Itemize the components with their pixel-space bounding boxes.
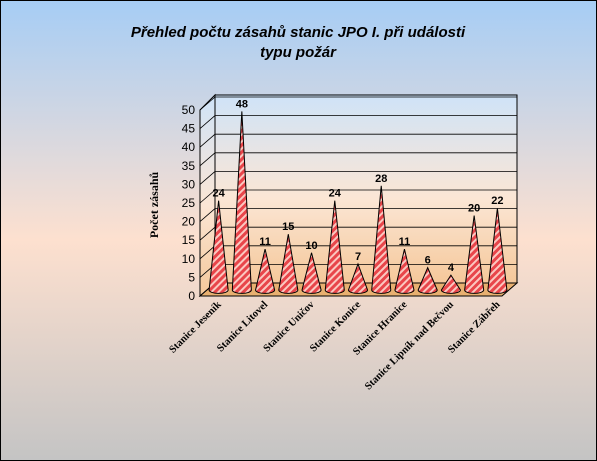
data-label: 15 bbox=[282, 221, 294, 233]
chart-title-line1: Přehled počtu zásahů stanic JPO I. při u… bbox=[131, 24, 466, 41]
data-label: 28 bbox=[375, 173, 387, 185]
data-label: 11 bbox=[399, 236, 411, 248]
data-label: 22 bbox=[491, 195, 503, 207]
y-axis-ticks: 0 5 10 15 20 25 30 35 40 45 50 bbox=[182, 103, 196, 303]
y-tick-label: 50 bbox=[182, 103, 196, 117]
y-tick-label: 5 bbox=[188, 270, 195, 284]
cone-bar bbox=[278, 234, 299, 294]
data-label: 20 bbox=[468, 203, 480, 215]
cone-bar bbox=[487, 208, 508, 294]
y-tick-label: 25 bbox=[182, 196, 196, 210]
data-label: 4 bbox=[448, 262, 455, 274]
y-tick-label: 45 bbox=[182, 122, 196, 136]
gridline-side bbox=[199, 226, 216, 241]
cone-bar bbox=[324, 200, 345, 294]
data-label: 24 bbox=[329, 188, 342, 200]
y-tick-label: 40 bbox=[182, 140, 196, 154]
gridline-side bbox=[199, 115, 216, 129]
gridline-side bbox=[199, 96, 216, 111]
data-labels: 24 48 11 15 10 24 7 28 11 6 4 20 22 bbox=[212, 98, 503, 274]
cone-bar bbox=[371, 185, 392, 294]
y-tick-label: 30 bbox=[182, 177, 196, 191]
chart-title-line2: typu požár bbox=[260, 44, 337, 61]
y-tick-label: 0 bbox=[188, 289, 195, 303]
cone-bar bbox=[255, 248, 276, 294]
data-label: 24 bbox=[212, 188, 225, 200]
y-tick-label: 10 bbox=[182, 252, 196, 266]
data-label: 48 bbox=[236, 98, 248, 110]
cone-bar bbox=[464, 215, 485, 294]
data-label: 7 bbox=[355, 251, 361, 263]
cone-bar bbox=[208, 200, 229, 294]
cone-bar bbox=[394, 248, 415, 294]
cone-series bbox=[208, 111, 508, 294]
cone-bar bbox=[231, 111, 252, 294]
data-label: 6 bbox=[425, 255, 431, 267]
data-label: 11 bbox=[259, 236, 271, 248]
gridline-side bbox=[199, 133, 216, 148]
cone-bar bbox=[301, 252, 322, 294]
gridline-side bbox=[199, 152, 216, 167]
cone-bar bbox=[347, 262, 369, 294]
gridline-side bbox=[199, 189, 216, 204]
y-axis-label: Počet zásahů bbox=[147, 172, 161, 239]
cone-bar bbox=[417, 266, 438, 294]
gridline-side bbox=[199, 171, 216, 185]
cone-bar bbox=[440, 274, 461, 294]
y-tick-label: 20 bbox=[182, 215, 196, 229]
gridline-side bbox=[199, 208, 216, 222]
y-tick-label: 35 bbox=[182, 159, 196, 173]
data-label: 10 bbox=[305, 240, 317, 252]
y-tick-label: 15 bbox=[182, 233, 196, 247]
gridline-side bbox=[199, 245, 216, 260]
